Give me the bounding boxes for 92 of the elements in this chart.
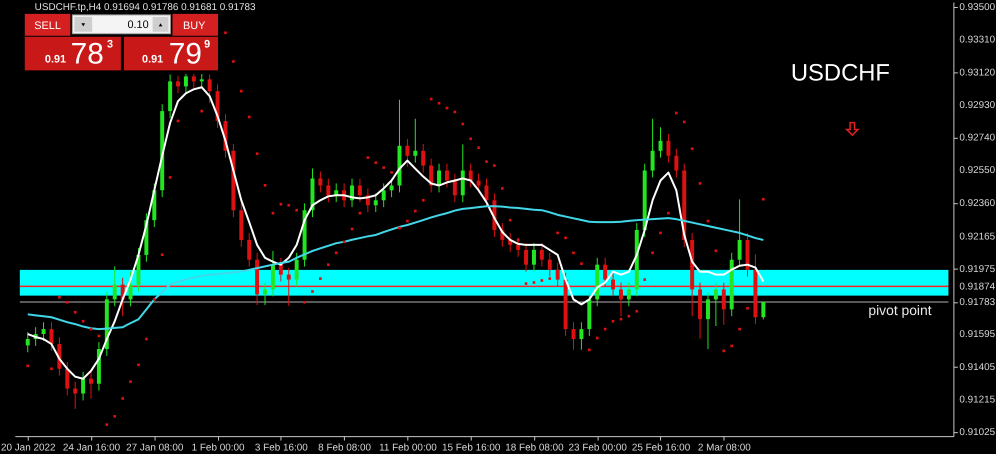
candlestick bbox=[556, 262, 560, 287]
candlestick bbox=[421, 143, 426, 173]
chart-title: USDCHF.tp,H4 0.91694 0.91786 0.91681 0.91783 bbox=[34, 2, 256, 13]
candlestick bbox=[184, 74, 188, 94]
annotation: SELL bbox=[34, 20, 61, 32]
x-tick-label: 2 Mar 08:00 bbox=[698, 442, 752, 454]
candlestick bbox=[611, 272, 616, 297]
candlestick bbox=[73, 381, 78, 410]
candlestick bbox=[524, 242, 528, 272]
x-tick-label: 3 Feb 16:00 bbox=[254, 442, 308, 454]
y-tick-label: 0.91215 bbox=[959, 394, 996, 406]
y-tick-label: 0.91595 bbox=[959, 329, 996, 340]
y-tick-label: 0.91025 bbox=[959, 427, 996, 438]
candlestick bbox=[112, 266, 117, 307]
y-tick-label: 0.91975 bbox=[959, 264, 996, 275]
annotation: 9 bbox=[204, 38, 210, 51]
ref-line-label: pivot point bbox=[868, 302, 932, 318]
candlestick bbox=[650, 118, 655, 178]
candlestick bbox=[603, 257, 608, 287]
x-tick-label: 8 Feb 08:00 bbox=[318, 442, 372, 454]
annotation: 0.91 bbox=[44, 53, 66, 66]
candlestick bbox=[358, 178, 362, 203]
candlestick bbox=[247, 232, 252, 268]
x-tick-label: 15 Feb 16:00 bbox=[442, 442, 501, 454]
annotation: 3 bbox=[106, 38, 114, 51]
candlestick bbox=[318, 171, 322, 193]
candlestick bbox=[572, 322, 576, 350]
candlestick bbox=[548, 252, 552, 278]
candlestick bbox=[208, 74, 212, 104]
candlestick bbox=[452, 173, 457, 203]
candlestick bbox=[476, 173, 481, 193]
line-series bbox=[26, 205, 764, 330]
candlestick bbox=[176, 75, 180, 94]
candlestick bbox=[382, 182, 386, 208]
candlestick bbox=[192, 74, 196, 89]
y-tick-label: 0.93310 bbox=[959, 34, 996, 46]
candlestick bbox=[706, 292, 710, 350]
y-tick-label: 0.91783 bbox=[959, 296, 996, 308]
annotation: 0.91 bbox=[142, 53, 164, 66]
y-tick-label: 0.93120 bbox=[959, 67, 996, 78]
annotation: 78 bbox=[70, 37, 104, 70]
candlestick bbox=[674, 148, 678, 178]
x-tick-label: 25 Feb 16:00 bbox=[632, 442, 691, 454]
annotation: 79 bbox=[168, 37, 202, 70]
candlestick bbox=[516, 238, 520, 258]
x-tick-label: 23 Feb 00:00 bbox=[568, 442, 628, 454]
candlestick bbox=[89, 371, 93, 400]
candlestick bbox=[761, 300, 766, 320]
candlestick bbox=[390, 178, 394, 198]
x-tick-label: 11 Feb 00:00 bbox=[379, 442, 438, 454]
y-tick-label: 0.93500 bbox=[959, 2, 996, 13]
candlestick bbox=[128, 271, 133, 307]
candlestick bbox=[579, 322, 584, 350]
y-tick-label: 0.91874 bbox=[959, 281, 996, 292]
x-tick-label: 1 Feb 00:00 bbox=[192, 442, 245, 454]
y-tick-label: 0.91405 bbox=[959, 362, 996, 373]
candlestick bbox=[65, 361, 70, 396]
x-tick-label: 24 Jan 16:00 bbox=[62, 442, 121, 454]
candlestick bbox=[429, 158, 434, 193]
candlestick bbox=[26, 332, 30, 353]
y-tick-label: 0.92165 bbox=[959, 231, 996, 242]
candlestick bbox=[722, 282, 726, 326]
candlestick bbox=[263, 282, 268, 306]
candlestick bbox=[738, 198, 742, 268]
y-tick-label: 0.92930 bbox=[959, 100, 996, 111]
candlestick bbox=[540, 242, 544, 268]
x-tick-label: 18 Feb 08:00 bbox=[505, 442, 564, 454]
candlestick bbox=[484, 178, 488, 208]
candlestick bbox=[49, 322, 54, 352]
candlestick bbox=[437, 163, 442, 193]
candlestick bbox=[626, 282, 631, 307]
y-tick-label: 0.92740 bbox=[959, 132, 996, 144]
y-tick-label: 0.92550 bbox=[959, 165, 996, 176]
annotation: 0.10 bbox=[127, 18, 149, 31]
candlestick bbox=[444, 163, 449, 188]
y-tick-label: 0.92360 bbox=[959, 198, 996, 209]
candlestick bbox=[468, 163, 473, 188]
candlestick bbox=[714, 282, 718, 326]
text: USDCHF bbox=[790, 59, 890, 86]
candlestick bbox=[532, 242, 536, 272]
candlestick bbox=[294, 252, 299, 287]
candlestick bbox=[413, 118, 418, 164]
candlestick bbox=[658, 126, 662, 158]
candlestick bbox=[618, 282, 623, 317]
candlestick bbox=[326, 178, 330, 203]
candlestick bbox=[42, 322, 46, 342]
candlestick bbox=[666, 133, 670, 164]
candlestick bbox=[81, 371, 86, 401]
candlestick bbox=[405, 138, 410, 168]
x-tick-label: 27 Jan 08:00 bbox=[126, 442, 184, 454]
annotation: BUY bbox=[183, 20, 206, 32]
x-tick-label: 20 Jan 2022 bbox=[0, 442, 56, 454]
